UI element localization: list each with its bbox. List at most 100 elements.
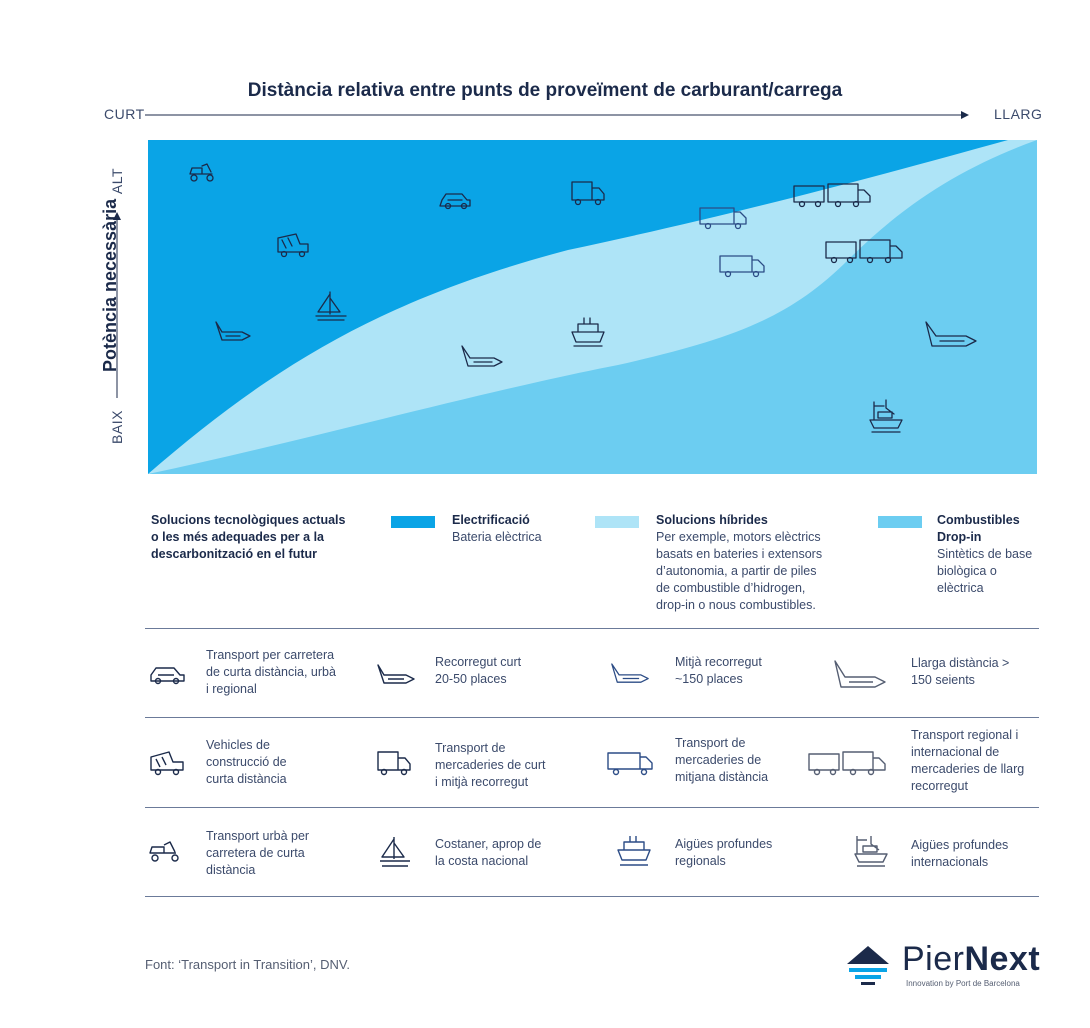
table-cell: Aigües profundes regionals <box>675 836 835 870</box>
large-plane-icon <box>925 321 977 347</box>
table-cell: Transport urbà per carretera de curta di… <box>206 828 366 879</box>
cargo-ship-icon <box>869 399 903 433</box>
scooter-icon <box>149 841 179 862</box>
table-divider <box>145 807 1039 808</box>
legend-desc: Sintètics de base <box>937 547 1033 561</box>
delivery-truck-icon <box>377 751 411 776</box>
legend-desc: biològica o <box>937 564 997 578</box>
cell-line: Recorregut curt <box>435 655 522 669</box>
brand-light: Pier <box>902 940 965 978</box>
table-divider <box>145 628 1039 629</box>
legend-electrification: Electrificació Bateria elèctrica <box>452 512 592 546</box>
cell-line: Costaner, aprop de <box>435 837 542 851</box>
dropin-area <box>148 140 1037 474</box>
medium-plane-icon <box>611 663 649 683</box>
ferry-icon <box>617 836 651 866</box>
table-cell: Aigües profundes internacionals <box>911 837 1051 871</box>
legend-desc: Per exemple, motors elèctrics <box>656 530 821 544</box>
hybrid-truck-icon <box>699 207 747 230</box>
construction-vehicle-icon <box>277 233 309 258</box>
car-icon <box>150 667 185 685</box>
y-axis-bottom-label: BAIX <box>109 410 125 444</box>
scooter-icon <box>189 163 214 182</box>
cell-line: distància <box>206 863 256 877</box>
cell-line: de curta distància, urbà <box>206 665 336 679</box>
cell-line: recorregut <box>911 779 968 793</box>
legend-name: Drop-in <box>937 530 982 544</box>
cell-line: Aigües profundes <box>911 838 1009 852</box>
cell-line: mercaderies de llarg <box>911 762 1025 776</box>
legend-desc: elèctrica <box>937 581 984 595</box>
brand-tagline: Innovation by Port de Barcelona <box>906 979 1020 988</box>
cell-line: mitjana distància <box>675 770 769 784</box>
x-axis-arrow <box>145 111 969 119</box>
table-divider <box>145 717 1039 718</box>
legend-name: Electrificació <box>452 513 530 527</box>
legend-intro-line: descarbonització en el futur <box>151 547 318 561</box>
y-axis-arrow <box>113 212 121 398</box>
cell-line: internacionals <box>911 855 989 869</box>
cell-line: Transport urbà per <box>206 829 310 843</box>
cell-line: i regional <box>206 682 257 696</box>
legend-hybrid: Solucions híbrides Per exemple, motors e… <box>656 512 866 614</box>
sailboat-icon <box>315 291 347 321</box>
road-train-icon <box>808 751 886 776</box>
large-plane-icon <box>834 660 886 688</box>
cell-line: Transport de <box>435 741 506 755</box>
table-cell: Transport per carretera de curta distànc… <box>206 647 366 698</box>
table-cell: Recorregut curt 20-50 places <box>435 654 595 688</box>
medium-plane-icon <box>461 345 503 367</box>
cell-line: Vehicles de <box>206 738 270 752</box>
y-axis-top-label: ALT <box>109 167 125 195</box>
cell-line: carretera de curta <box>206 846 305 860</box>
legend-intro: Solucions tecnològiques actuals o les mé… <box>151 512 371 563</box>
dropin-swatch <box>878 516 922 528</box>
delivery-truck-icon <box>571 181 605 206</box>
piernext-logo-icon <box>847 946 889 985</box>
cell-line: la costa nacional <box>435 854 529 868</box>
hybrid-swatch <box>595 516 639 528</box>
cell-line: curta distància <box>206 772 287 786</box>
table-cell: Vehicles de construcció de curta distànc… <box>206 737 366 788</box>
small-plane-icon <box>377 664 415 684</box>
source-note: Font: ‘Transport in Transition’, DNV. <box>145 957 350 972</box>
cell-line: Aigües profundes <box>675 837 773 851</box>
legend-dropin: Combustibles Drop-in Sintètics de base b… <box>937 512 1057 597</box>
x-axis-right-label: LLARG <box>994 106 1043 122</box>
diagram-title: Distància relativa entre punts de proveï… <box>247 80 843 101</box>
table-cell: Transport de mercaderies de mitjana dist… <box>675 735 835 786</box>
brand-name: PierNext <box>902 940 1040 979</box>
construction-vehicle-icon <box>150 751 184 776</box>
road-train-icon <box>825 239 903 264</box>
technology-area-diagram <box>148 140 1037 474</box>
cell-line: 150 seients <box>911 673 975 687</box>
car-icon <box>439 193 471 210</box>
table-cell: Costaner, aprop de la costa nacional <box>435 836 595 870</box>
x-axis-left-label: CURT <box>104 106 145 122</box>
small-plane-icon <box>215 321 251 341</box>
legend-desc: de combustible d’hidrogen, <box>656 581 806 595</box>
cargo-ship-icon <box>854 836 888 867</box>
cell-line: Transport per carretera <box>206 648 335 662</box>
cell-line: Transport regional i <box>911 728 1019 742</box>
truck-trailer-icon <box>793 183 871 208</box>
legend-desc: d’autonomia, a partir de piles <box>656 564 817 578</box>
sailboat-icon <box>380 837 410 867</box>
legend-desc: Bateria elèctrica <box>452 530 542 544</box>
legend-name: Solucions híbrides <box>656 513 768 527</box>
cell-line: ~150 places <box>675 672 743 686</box>
cell-line: mercaderies de curt <box>435 758 546 772</box>
table-cell: Mitjà recorregut ~150 places <box>675 654 835 688</box>
cell-line: construcció de <box>206 755 287 769</box>
cell-line: 20-50 places <box>435 672 507 686</box>
cell-line: internacional de <box>911 745 1000 759</box>
table-divider <box>145 896 1039 897</box>
table-cell: Transport regional i internacional de me… <box>911 727 1051 795</box>
cell-line: Mitjà recorregut <box>675 655 762 669</box>
legend-desc: drop-in o nous combustibles. <box>656 598 816 612</box>
ferry-icon <box>571 317 605 347</box>
legend-name: Combustibles <box>937 513 1020 527</box>
table-cell: Llarga distància > 150 seients <box>911 655 1051 689</box>
medium-truck-icon <box>719 255 765 278</box>
cell-line: i mitjà recorregut <box>435 775 529 789</box>
